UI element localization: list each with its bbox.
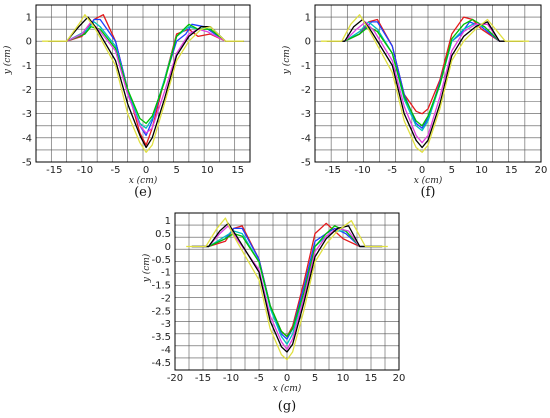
y-tick-label: -4 (161, 345, 171, 356)
y-tick-label: -3 (161, 319, 171, 330)
x-tick-label: -5 (254, 373, 264, 384)
y-tick-label: 1 (305, 13, 311, 24)
y-tick-label: -2.5 (151, 306, 171, 317)
y-tick-label: 0 (26, 37, 32, 48)
x-axis-label: x (cm) (414, 175, 443, 186)
x-tick-label: -15 (325, 165, 341, 176)
y-tick-label: -3.5 (151, 332, 171, 343)
x-tick-label: 0 (419, 165, 425, 176)
series-line-2 (326, 21, 524, 132)
series-line-5 (326, 18, 524, 149)
y-tick-label: -3 (22, 109, 32, 120)
panel-label: (g) (278, 399, 296, 414)
y-tick-label: -4 (301, 133, 311, 144)
x-tick-label: 5 (449, 165, 455, 176)
plot-frame (174, 212, 400, 371)
x-tick-label: 20 (535, 165, 548, 176)
series-line-3 (326, 18, 524, 127)
series-line-6 (186, 217, 388, 361)
x-tick-label: -5 (110, 165, 120, 176)
x-tick-label: 15 (505, 165, 518, 176)
x-tick-label: 0 (143, 165, 149, 176)
y-tick-label: -1 (161, 268, 171, 279)
y-axis-label: y (cm) (281, 45, 292, 75)
y-tick-label: -4 (22, 133, 32, 144)
panel-label: (f) (421, 185, 436, 200)
series-line-4 (326, 21, 524, 144)
x-tick-label: -15 (195, 373, 211, 384)
x-tick-label: -10 (223, 373, 239, 384)
x-tick-label: 5 (312, 373, 318, 384)
y-axis-label: y (cm) (141, 253, 152, 283)
chart-panel-2: -20 -15 -10 -5 0 5 10 15 20 1 0.5 0 -0.5 -1 -1.5-2 -2.5… (141, 212, 406, 414)
x-tick-label: 15 (365, 373, 378, 384)
series-line-4 (191, 225, 383, 351)
y-tick-label: -5 (22, 158, 32, 169)
y-tick-label: -1 (301, 61, 311, 72)
y-tick-label: -2 (22, 85, 32, 96)
x-axis-label: x (cm) (129, 175, 158, 186)
y-tick-label: -4.5 (151, 358, 171, 369)
y-tick-label: -2 (301, 85, 311, 96)
x-tick-label: -10 (77, 165, 93, 176)
plot-frame (314, 4, 542, 163)
panel-label: (e) (134, 185, 152, 200)
y-tick-label: 0 (305, 37, 311, 48)
y-tick-label: -3 (301, 109, 311, 120)
x-tick-label: -10 (354, 165, 370, 176)
series-line-6 (320, 14, 530, 153)
series-line-6 (42, 14, 244, 153)
y-tick-label: 0.5 (155, 229, 171, 240)
x-tick-label: -15 (46, 165, 62, 176)
x-tick-label: 10 (475, 165, 488, 176)
x-tick-label: 10 (201, 165, 214, 176)
x-tick-label: -5 (387, 165, 397, 176)
x-tick-label: 0 (284, 373, 290, 384)
plot-frame (35, 4, 251, 163)
y-tick-label: -1.5 (151, 281, 171, 292)
y-tick-label: 0 (165, 242, 171, 253)
y-tick-label: -1 (22, 61, 32, 72)
x-axis-label: x (cm) (273, 383, 302, 394)
x-tick-label: 10 (337, 373, 350, 384)
y-axis-label: y (cm) (2, 45, 13, 75)
y-tick-label: -5 (301, 158, 311, 169)
series-line-3 (48, 23, 244, 125)
x-tick-label: -20 (167, 373, 183, 384)
x-tick-label: 20 (393, 373, 406, 384)
series-line-5 (48, 16, 244, 149)
y-tick-label: -0.5 (151, 255, 171, 266)
y-tick-label: 1 (165, 216, 171, 227)
x-tick-label: 15 (231, 165, 244, 176)
x-tick-label: 5 (173, 165, 179, 176)
y-tick-label: 1 (26, 13, 32, 24)
y-tick-label: -2 (161, 293, 171, 304)
